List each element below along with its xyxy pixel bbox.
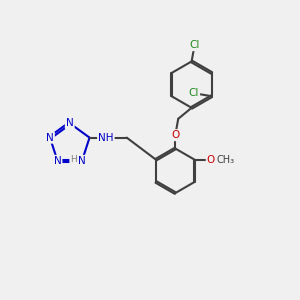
Text: H: H xyxy=(70,155,77,164)
Text: O: O xyxy=(171,130,179,140)
Text: Cl: Cl xyxy=(189,88,199,98)
Text: CH₃: CH₃ xyxy=(217,155,235,165)
Text: Cl: Cl xyxy=(189,40,200,50)
Text: N: N xyxy=(78,156,86,166)
Text: N: N xyxy=(54,156,61,166)
Text: N: N xyxy=(66,118,74,128)
Text: NH: NH xyxy=(98,133,114,142)
Text: N: N xyxy=(46,133,54,142)
Text: O: O xyxy=(207,155,215,165)
